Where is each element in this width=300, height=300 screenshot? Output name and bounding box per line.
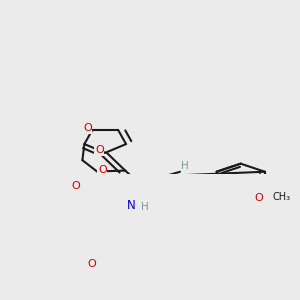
Text: O: O — [98, 165, 107, 175]
Text: H: H — [141, 202, 149, 212]
Text: CH₃: CH₃ — [272, 192, 291, 202]
Text: N: N — [127, 199, 136, 212]
Text: O: O — [255, 193, 263, 203]
Text: O: O — [87, 259, 96, 269]
Text: O: O — [71, 181, 80, 191]
Text: O: O — [83, 123, 92, 133]
Text: O: O — [95, 146, 104, 155]
Text: H: H — [181, 161, 189, 171]
